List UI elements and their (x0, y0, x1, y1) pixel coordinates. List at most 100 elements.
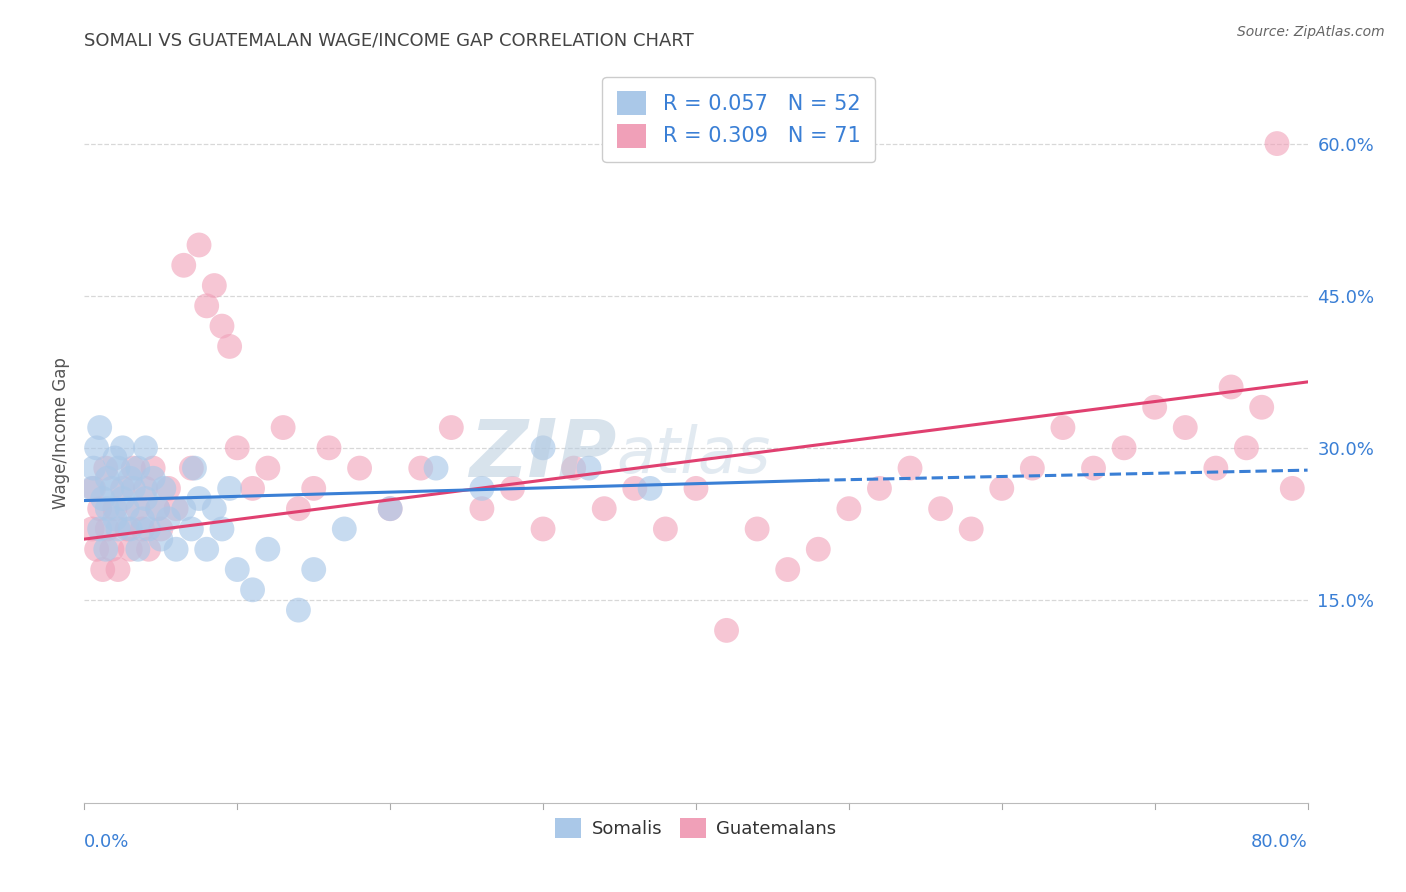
Text: 0.0%: 0.0% (84, 833, 129, 851)
Point (104, 512, 127, 526)
Point (127, 461, 149, 475)
Point (838, 501, 860, 516)
Text: 80.0%: 80.0% (1251, 833, 1308, 851)
Point (122, 482, 145, 496)
Point (218, 482, 240, 496)
Point (271, 420, 294, 434)
Point (471, 482, 494, 496)
Point (183, 461, 205, 475)
Point (716, 624, 738, 638)
Point (135, 441, 157, 455)
Point (685, 482, 707, 496)
Point (991, 482, 1014, 496)
Point (1205, 461, 1227, 475)
Point (83, 482, 105, 496)
Point (157, 482, 180, 496)
Point (593, 501, 616, 516)
Point (562, 461, 585, 475)
Point (380, 501, 402, 516)
Point (1220, 380, 1243, 394)
Point (898, 461, 921, 475)
Point (83, 461, 105, 475)
Point (89, 501, 111, 516)
Point (104, 450, 127, 465)
Point (107, 461, 129, 475)
Point (202, 501, 225, 516)
Text: ZIP: ZIP (470, 416, 616, 494)
Point (122, 461, 145, 475)
Point (242, 482, 264, 496)
Point (131, 512, 153, 526)
Point (333, 522, 356, 536)
Point (120, 522, 142, 536)
Point (502, 482, 524, 496)
Point (1021, 461, 1043, 475)
Point (104, 501, 127, 516)
Point (135, 482, 157, 496)
Point (101, 482, 124, 496)
Point (1143, 401, 1166, 415)
Point (173, 501, 195, 516)
Point (302, 562, 325, 576)
Point (165, 501, 187, 516)
Point (149, 532, 172, 546)
Point (135, 491, 157, 506)
Point (195, 299, 218, 313)
Point (107, 562, 129, 576)
Point (1265, 136, 1288, 151)
Point (302, 482, 325, 496)
Point (101, 542, 124, 557)
Point (318, 441, 340, 455)
Text: SOMALI VS GUATEMALAN WAGE/INCOME GAP CORRELATION CHART: SOMALI VS GUATEMALAN WAGE/INCOME GAP COR… (84, 32, 695, 50)
Point (180, 461, 202, 475)
Point (211, 319, 233, 334)
Point (747, 522, 769, 536)
Point (94, 542, 117, 557)
Point (111, 441, 134, 455)
Point (120, 542, 142, 557)
Point (380, 501, 402, 516)
Point (173, 258, 195, 272)
Point (531, 441, 554, 455)
Point (138, 542, 160, 557)
Point (960, 522, 983, 536)
Point (188, 238, 211, 252)
Point (1052, 420, 1074, 434)
Point (440, 420, 463, 434)
Point (115, 522, 138, 536)
Point (157, 512, 180, 526)
Point (578, 461, 600, 475)
Point (115, 501, 138, 516)
Point (1236, 441, 1258, 455)
Point (807, 542, 830, 557)
Point (1174, 420, 1197, 434)
Point (180, 522, 202, 536)
Point (80, 482, 103, 496)
Point (195, 542, 218, 557)
Point (211, 522, 233, 536)
Point (349, 461, 371, 475)
Point (153, 482, 176, 496)
Point (226, 562, 249, 576)
Point (776, 562, 799, 576)
Point (149, 522, 172, 536)
Point (287, 603, 309, 617)
Point (142, 461, 165, 475)
Point (131, 522, 153, 536)
Point (127, 501, 149, 516)
Point (471, 501, 494, 516)
Point (91, 562, 114, 576)
Point (1083, 461, 1105, 475)
Point (869, 482, 891, 496)
Point (94, 461, 117, 475)
Text: atlas: atlas (616, 424, 770, 486)
Point (202, 278, 225, 293)
Point (146, 501, 169, 516)
Point (624, 482, 647, 496)
Point (127, 542, 149, 557)
Point (120, 471, 142, 485)
Point (142, 471, 165, 485)
Point (165, 542, 187, 557)
Point (111, 491, 134, 506)
Point (1250, 401, 1272, 415)
